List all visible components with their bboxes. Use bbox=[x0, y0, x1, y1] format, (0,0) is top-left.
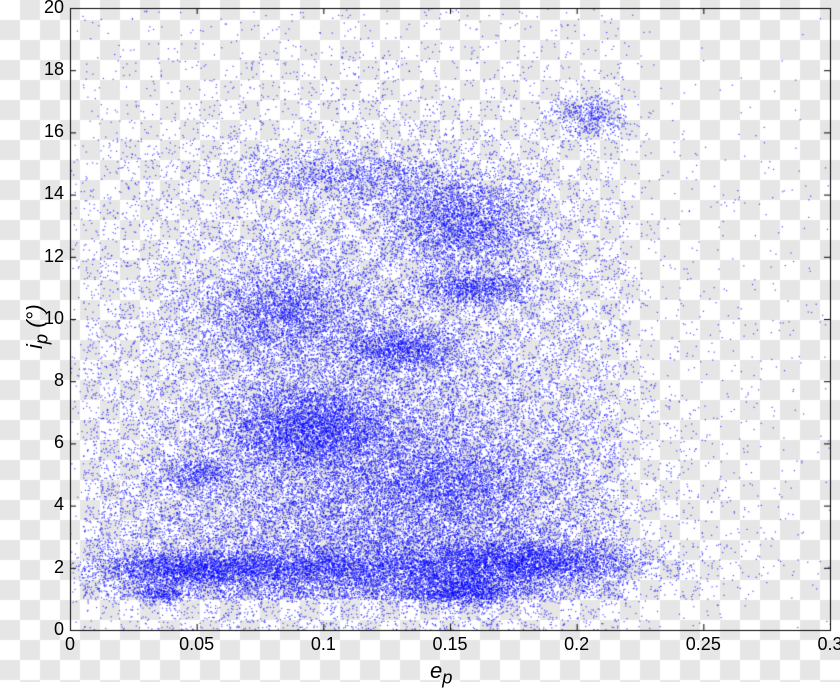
y-tick-label: 8 bbox=[54, 370, 64, 391]
y-tick-label: 18 bbox=[44, 59, 64, 80]
y-tick-label: 0 bbox=[54, 619, 64, 640]
scatter-chart: 00.050.10.150.20.250.302468101214161820 … bbox=[0, 0, 840, 682]
y-axis-label: ip (°) bbox=[22, 304, 52, 349]
y-tick-label: 20 bbox=[44, 0, 64, 18]
x-tick-label: 0.25 bbox=[683, 634, 723, 655]
x-axis-label: ep bbox=[430, 658, 452, 688]
y-tick-label: 12 bbox=[44, 246, 64, 267]
y-tick-label: 2 bbox=[54, 557, 64, 578]
x-tick-label: 0.2 bbox=[557, 634, 597, 655]
plot-canvas bbox=[0, 0, 840, 682]
x-tick-label: 0.1 bbox=[303, 634, 343, 655]
x-tick-label: 0.3 bbox=[810, 634, 840, 655]
y-tick-label: 16 bbox=[44, 121, 64, 142]
y-tick-label: 4 bbox=[54, 494, 64, 515]
x-tick-label: 0.15 bbox=[430, 634, 470, 655]
y-tick-label: 14 bbox=[44, 183, 64, 204]
x-tick-label: 0.05 bbox=[177, 634, 217, 655]
y-tick-label: 6 bbox=[54, 432, 64, 453]
